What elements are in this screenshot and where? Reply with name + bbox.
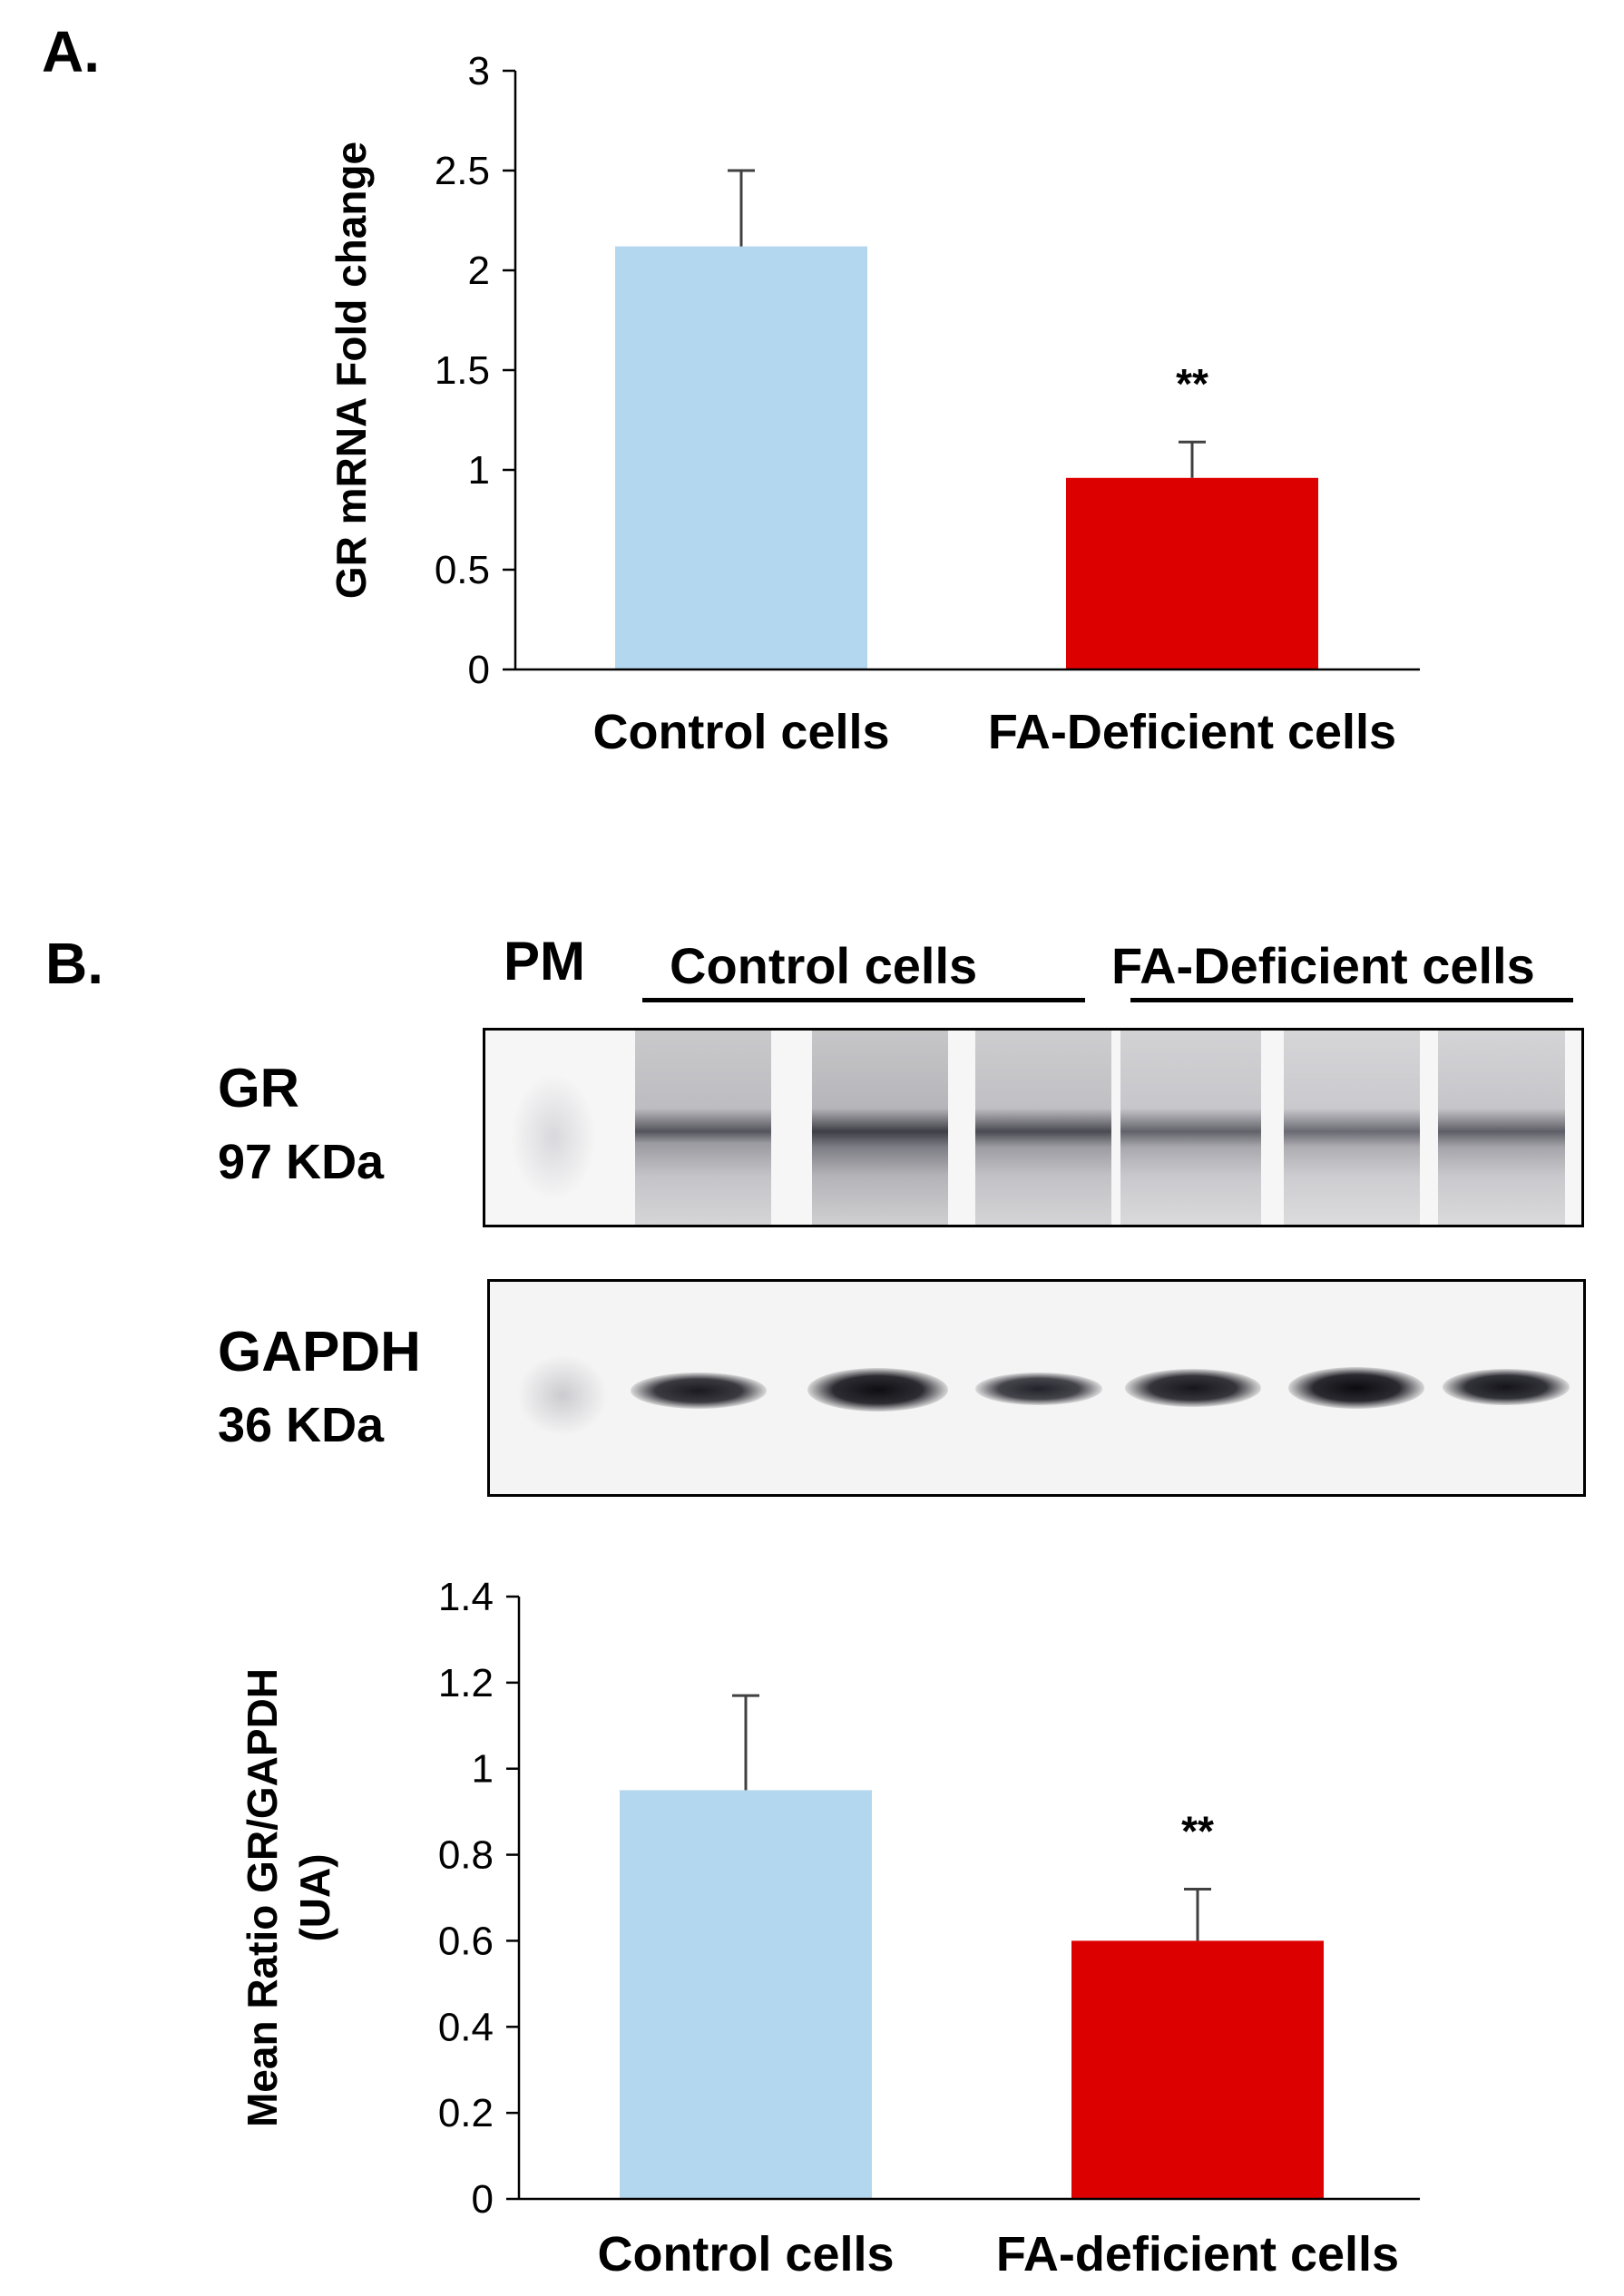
deficient-group-label: FA-Deficient cells xyxy=(1111,937,1535,994)
chart-a-y-tick-label: 2.5 xyxy=(435,149,490,193)
gr-blot-image xyxy=(483,1028,1584,1227)
gr-blot-name: GR xyxy=(218,1058,299,1119)
marker-label: PM xyxy=(504,931,585,992)
chart-b-y-tick-label: 0.2 xyxy=(438,2091,494,2135)
chart-a-y-tick-label: 1.5 xyxy=(435,348,490,393)
chart-a-y-tick-label: 2 xyxy=(468,249,490,293)
gr-lane xyxy=(1284,1031,1420,1225)
chart-b-significance-label: ** xyxy=(1181,1808,1214,1855)
panel-a-label: A. xyxy=(42,19,100,84)
gr-lane xyxy=(1120,1031,1261,1225)
chart-b-category-label: FA-deficient cells xyxy=(996,2227,1399,2281)
chart-b-category-label: Control cells xyxy=(597,2227,894,2281)
gr-lane xyxy=(812,1031,948,1225)
gapdh-band xyxy=(631,1373,767,1409)
chart-a-category-label: Control cells xyxy=(592,705,889,759)
gapdh-blot-image xyxy=(487,1279,1586,1497)
chart-a-significance-label: ** xyxy=(1176,360,1208,407)
chart-b-y-tick-label: 0.8 xyxy=(438,1833,494,1878)
gr-lane xyxy=(1438,1031,1565,1225)
gapdh-marker-lane xyxy=(517,1354,608,1436)
gapdh-band xyxy=(1288,1367,1424,1409)
deficient-group-line xyxy=(1130,998,1573,1002)
chart-a-y-tick-label: 3 xyxy=(468,49,490,93)
chart-a-bar xyxy=(615,246,867,669)
control-group-line xyxy=(642,998,1085,1002)
gapdh-band xyxy=(1443,1369,1570,1405)
chart-a-category-label: FA-Deficient cells xyxy=(988,705,1396,759)
gr-blot-weight: 97 KDa xyxy=(218,1135,385,1189)
chart-b-y-axis-title: (UA) xyxy=(291,1853,338,1941)
chart-b-bar xyxy=(620,1790,872,2199)
chart-b-y-axis-title: Mean Ratio GR/GAPDH xyxy=(239,1668,286,2127)
gr-marker-lane xyxy=(504,1062,603,1198)
chart-a-y-axis-title: GR mRNA Fold change xyxy=(328,142,375,599)
gapdh-blot-name: GAPDH xyxy=(218,1321,421,1383)
chart-b-y-tick-label: 0 xyxy=(472,2177,494,2222)
control-group-label: Control cells xyxy=(670,937,978,994)
chart-b-y-tick-label: 0.6 xyxy=(438,1919,494,1963)
chart-a-bar xyxy=(1066,477,1318,669)
chart-b-y-tick-label: 0.4 xyxy=(438,2005,494,2049)
gr-lane xyxy=(635,1031,771,1225)
chart-b-y-tick-label: 1.2 xyxy=(438,1661,494,1705)
gr-lane xyxy=(975,1031,1111,1225)
chart-b-bar xyxy=(1071,1940,1324,2199)
chart-a-y-tick-label: 0 xyxy=(468,648,490,692)
gapdh-band xyxy=(807,1368,948,1412)
gapdh-band xyxy=(975,1373,1102,1405)
chart-a-y-tick-label: 1 xyxy=(468,448,490,493)
chart-b-y-tick-label: 1 xyxy=(472,1747,494,1792)
chart-b-y-tick-label: 1.4 xyxy=(438,1575,494,1619)
panel-b-label: B. xyxy=(45,931,103,996)
chart-a-y-tick-label: 0.5 xyxy=(435,548,490,592)
gapdh-blot-weight: 36 KDa xyxy=(218,1398,385,1452)
gapdh-band xyxy=(1125,1369,1261,1407)
